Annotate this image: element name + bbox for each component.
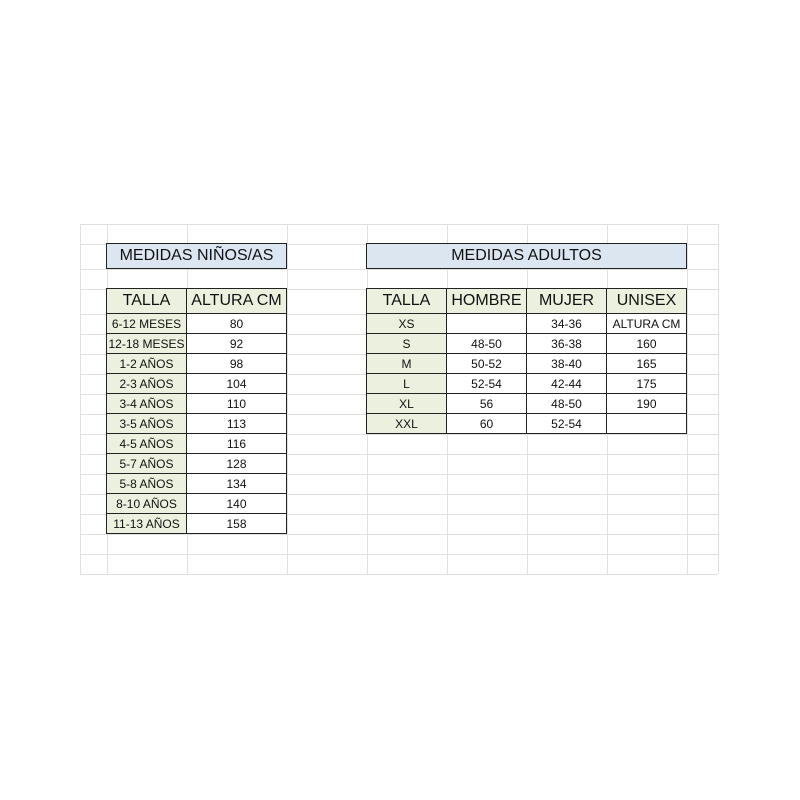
kids-table-cell[interactable]: 4-5 AÑOS xyxy=(106,433,187,454)
adults-table-cell[interactable]: 52-54 xyxy=(526,413,607,434)
kids-table-cell[interactable]: 113 xyxy=(186,413,287,434)
adults-table-cell[interactable]: S xyxy=(366,333,447,354)
gridline xyxy=(718,224,719,574)
gridline xyxy=(80,514,718,515)
adults-header-cell[interactable]: HOMBRE xyxy=(446,288,527,314)
kids-table-cell[interactable]: 2-3 AÑOS xyxy=(106,373,187,394)
gridline xyxy=(80,474,718,475)
adults-table-cell[interactable]: M xyxy=(366,353,447,374)
kids-table-cell[interactable]: 5-8 AÑOS xyxy=(106,473,187,494)
kids-table-cell[interactable]: 98 xyxy=(186,353,287,374)
gridline xyxy=(80,494,718,495)
kids-table-cell[interactable]: 128 xyxy=(186,453,287,474)
gridline xyxy=(80,454,718,455)
adults-table-cell[interactable]: ALTURA CM xyxy=(606,313,687,334)
gridline xyxy=(80,534,718,535)
gridline xyxy=(80,574,718,575)
gridline xyxy=(287,224,288,574)
kids-table-cell[interactable]: 134 xyxy=(186,473,287,494)
kids-header-cell[interactable]: TALLA xyxy=(106,288,187,314)
spreadsheet-grid[interactable]: MEDIDAS NIÑOS/AS TALLA ALTURA CM 6-12 MESES… xyxy=(80,224,719,575)
kids-table-cell[interactable]: 8-10 AÑOS xyxy=(106,493,187,514)
kids-table-cell[interactable]: 158 xyxy=(186,513,287,534)
adults-table-cell[interactable]: 160 xyxy=(606,333,687,354)
kids-table-cell[interactable]: 3-4 AÑOS xyxy=(106,393,187,414)
adults-table-cell[interactable]: 60 xyxy=(446,413,527,434)
adults-table-cell[interactable]: 38-40 xyxy=(526,353,607,374)
gridline xyxy=(80,554,718,555)
adults-table-cell[interactable]: 56 xyxy=(446,393,527,414)
adults-table-cell[interactable]: 48-50 xyxy=(446,333,527,354)
adults-header-cell[interactable]: UNISEX xyxy=(606,288,687,314)
kids-header-cell[interactable]: ALTURA CM xyxy=(186,288,287,314)
gridline xyxy=(80,434,718,435)
kids-table-cell[interactable]: 140 xyxy=(186,493,287,514)
kids-table-cell[interactable]: 11-13 AÑOS xyxy=(106,513,187,534)
adults-table-cell[interactable]: L xyxy=(366,373,447,394)
adults-table-cell[interactable]: 50-52 xyxy=(446,353,527,374)
adults-table-cell[interactable]: 165 xyxy=(606,353,687,374)
kids-table-cell[interactable]: 12-18 MESES xyxy=(106,333,187,354)
kids-table-cell[interactable]: 110 xyxy=(186,393,287,414)
adults-table-cell[interactable] xyxy=(606,413,687,434)
adults-header-cell[interactable]: MUJER xyxy=(526,288,607,314)
kids-table-cell[interactable]: 116 xyxy=(186,433,287,454)
kids-table-cell[interactable]: 1-2 AÑOS xyxy=(106,353,187,374)
adults-title[interactable]: MEDIDAS ADULTOS xyxy=(366,243,687,269)
kids-table-cell[interactable]: 6-12 MESES xyxy=(106,313,187,334)
kids-table-cell[interactable]: 5-7 AÑOS xyxy=(106,453,187,474)
adults-table-cell[interactable]: XS xyxy=(366,313,447,334)
adults-table-cell[interactable]: 190 xyxy=(606,393,687,414)
adults-table-cell[interactable]: XXL xyxy=(366,413,447,434)
adults-table-cell[interactable]: 52-54 xyxy=(446,373,527,394)
gridline xyxy=(80,224,718,225)
kids-table-cell[interactable]: 92 xyxy=(186,333,287,354)
gridline xyxy=(687,224,688,574)
adults-table-cell[interactable]: 42-44 xyxy=(526,373,607,394)
adults-table-cell[interactable]: XL xyxy=(366,393,447,414)
adults-table-cell[interactable] xyxy=(446,313,527,334)
adults-table-cell[interactable]: 175 xyxy=(606,373,687,394)
kids-table-cell[interactable]: 104 xyxy=(186,373,287,394)
adults-table-cell[interactable]: 48-50 xyxy=(526,393,607,414)
gridline xyxy=(80,224,81,574)
adults-table-cell[interactable]: 36-38 xyxy=(526,333,607,354)
adults-table-cell[interactable]: 34-36 xyxy=(526,313,607,334)
kids-title[interactable]: MEDIDAS NIÑOS/AS xyxy=(106,243,287,269)
gridline xyxy=(80,269,718,270)
kids-table-cell[interactable]: 80 xyxy=(186,313,287,334)
adults-header-cell[interactable]: TALLA xyxy=(366,288,447,314)
kids-table-cell[interactable]: 3-5 AÑOS xyxy=(106,413,187,434)
